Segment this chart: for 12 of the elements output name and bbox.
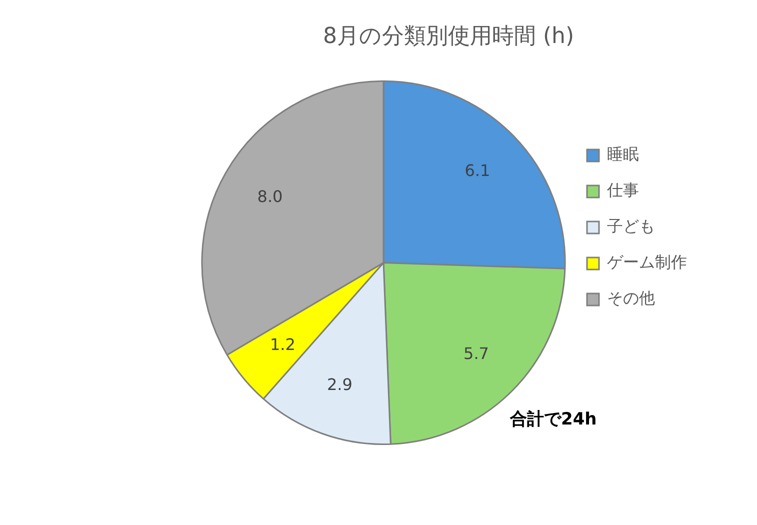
data-label: 6.1 [464, 160, 490, 180]
text: 合計で24h [509, 409, 597, 430]
chart-title: 8月の分類別使用時間 (h) [322, 24, 574, 49]
data-label: 2.9 [326, 375, 352, 394]
legend-label: ゲーム制作 [607, 252, 687, 272]
data-label: 1.2 [270, 335, 296, 354]
data-label: 8.0 [257, 186, 283, 206]
legend-label: 仕事 [606, 180, 639, 200]
legend-label: その他 [607, 288, 655, 308]
legend-label: 睡眠 [607, 144, 639, 164]
data-label: 5.7 [464, 344, 489, 363]
legend-label: 子ども [607, 216, 655, 236]
